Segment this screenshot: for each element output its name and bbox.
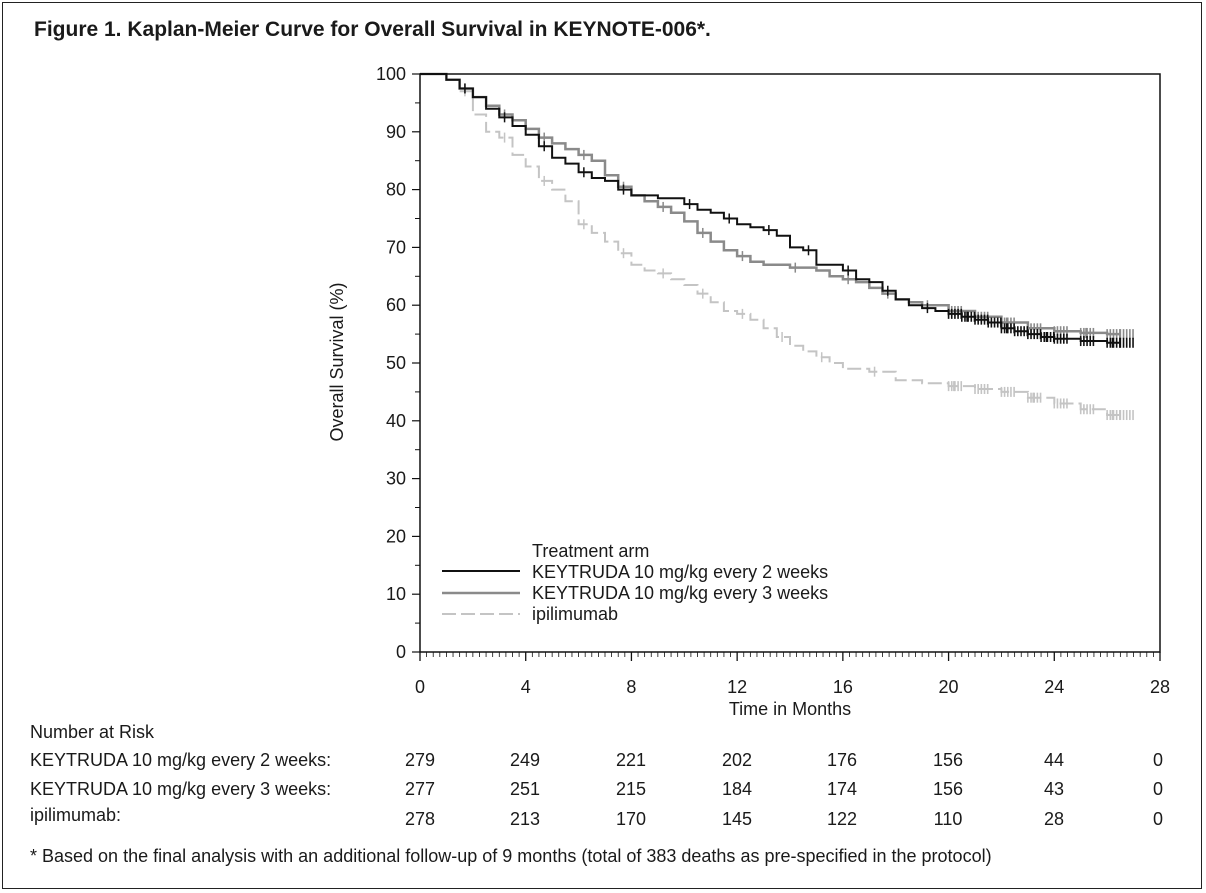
legend-label-2: KEYTRUDA 10 mg/kg every 3 weeks <box>532 583 828 603</box>
x-tick-label: 0 <box>415 677 425 697</box>
risk-row-q2w: KEYTRUDA 10 mg/kg every 2 weeks: 279 249… <box>30 750 1190 774</box>
y-tick-label: 10 <box>386 584 406 604</box>
risk-cell: 221 <box>615 750 647 770</box>
x-axis: 0 4 8 12 16 20 24 28 <box>415 652 1170 697</box>
y-tick-label: 80 <box>386 180 406 200</box>
risk-row-label: KEYTRUDA 10 mg/kg every 3 weeks: <box>30 779 332 799</box>
series-line-2 <box>420 72 1121 336</box>
x-tick-label: 4 <box>521 677 531 697</box>
risk-cell: 110 <box>933 809 963 829</box>
risk-cell: 0 <box>1152 750 1163 770</box>
y-tick-label: 50 <box>386 353 406 373</box>
risk-row-q3w: KEYTRUDA 10 mg/kg every 3 weeks: 277 251… <box>30 779 1190 803</box>
x-tick-label: 20 <box>939 677 959 697</box>
y-tick-label: 90 <box>386 122 406 142</box>
legend-label-1: KEYTRUDA 10 mg/kg every 2 weeks <box>532 562 828 582</box>
risk-cell: 44 <box>1043 750 1065 770</box>
risk-cell: 213 <box>509 809 541 829</box>
risk-row-label: KEYTRUDA 10 mg/kg every 2 weeks: <box>30 750 332 770</box>
risk-cell: 202 <box>721 750 753 770</box>
risk-table-heading: Number at Risk <box>30 722 155 742</box>
x-tick-label: 24 <box>1044 677 1064 697</box>
footnote: * Based on the final analysis with an ad… <box>30 846 992 866</box>
legend-title: Treatment arm <box>532 541 649 561</box>
km-chart: 0 10 20 30 40 50 60 70 80 90 100 0 4 8 12 16 20 24 28 Ove… <box>327 64 1170 719</box>
x-axis-label: Time in Months <box>729 699 851 719</box>
risk-row-ipilimumab: ipilimumab: 278 213 170 145 122 110 28 0 <box>30 805 1190 829</box>
risk-cell: 43 <box>1043 779 1065 799</box>
risk-row-label: ipilimumab: <box>30 805 122 825</box>
y-axis-label: Overall Survival (%) <box>327 282 347 441</box>
legend: Treatment arm KEYTRUDA 10 mg/kg every 2 … <box>442 541 828 624</box>
risk-cell: 279 <box>404 750 436 770</box>
risk-cell: 174 <box>826 779 858 799</box>
risk-cell: 277 <box>404 779 436 799</box>
x-tick-label: 28 <box>1150 677 1170 697</box>
legend-label-3: ipilimumab <box>532 604 618 624</box>
risk-cell: 249 <box>509 750 541 770</box>
plot-frame <box>419 73 1161 653</box>
y-tick-label: 70 <box>386 237 406 257</box>
risk-cell: 170 <box>615 809 647 829</box>
risk-cell: 122 <box>826 809 858 829</box>
risk-cell: 251 <box>509 779 541 799</box>
risk-cell: 215 <box>615 779 647 799</box>
risk-cell: 278 <box>404 809 436 829</box>
risk-cell: 156 <box>932 779 964 799</box>
risk-cell: 184 <box>721 779 753 799</box>
x-tick-label: 8 <box>626 677 636 697</box>
risk-cell: 0 <box>1152 809 1163 829</box>
y-tick-label: 0 <box>396 642 406 662</box>
risk-cell: 176 <box>826 750 858 770</box>
risk-cell: 156 <box>932 750 964 770</box>
y-axis: 0 10 20 30 40 50 60 70 80 90 100 <box>376 64 420 662</box>
x-tick-label: 16 <box>833 677 853 697</box>
y-tick-label: 60 <box>386 295 406 315</box>
y-tick-label: 20 <box>386 526 406 546</box>
figure-title: Figure 1. Kaplan-Meier Curve for Overall… <box>34 18 711 41</box>
series-line-1 <box>420 73 1121 344</box>
x-tick-label: 12 <box>727 677 747 697</box>
y-tick-label: 30 <box>386 469 406 489</box>
risk-cell: 145 <box>721 809 753 829</box>
y-tick-label: 40 <box>386 411 406 431</box>
risk-cell: 28 <box>1043 809 1065 829</box>
series-layer <box>420 72 1134 421</box>
y-tick-label: 100 <box>376 64 406 84</box>
risk-cell: 0 <box>1152 779 1163 799</box>
